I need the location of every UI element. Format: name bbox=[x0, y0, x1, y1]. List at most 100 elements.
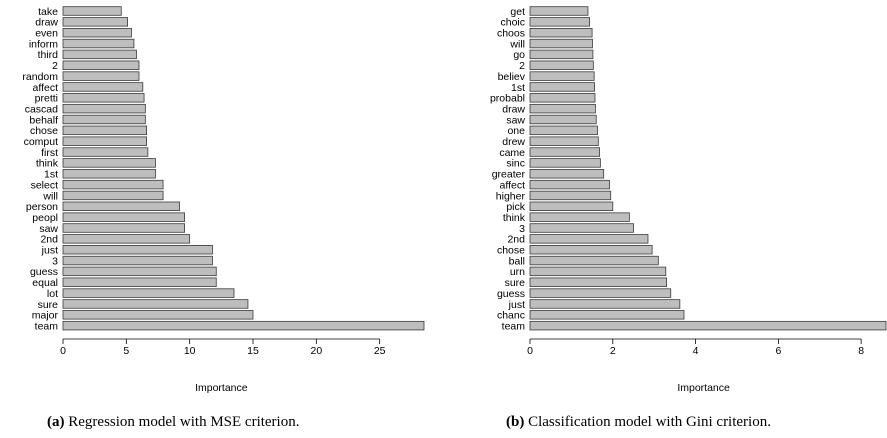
caption-b: (b) Classification model with Gini crite… bbox=[506, 414, 771, 431]
category-label: think bbox=[36, 158, 59, 170]
category-label: 2 bbox=[52, 60, 58, 72]
category-label: 3 bbox=[519, 223, 525, 235]
bar-draw bbox=[62, 17, 128, 27]
category-label: drew bbox=[502, 136, 525, 148]
bar-sure bbox=[529, 277, 668, 287]
bar-3 bbox=[529, 223, 634, 233]
category-label: affect bbox=[33, 82, 59, 94]
category-label: saw bbox=[506, 114, 525, 126]
x-tick-label: 10 bbox=[184, 345, 196, 357]
category-label: get bbox=[510, 6, 525, 18]
bar-2nd bbox=[62, 234, 191, 244]
bar-inform bbox=[62, 38, 135, 49]
category-label: sure bbox=[38, 299, 59, 311]
bar-2 bbox=[529, 60, 594, 70]
bar-drew bbox=[529, 136, 599, 146]
bar-urn bbox=[529, 266, 667, 277]
category-label: draw bbox=[35, 17, 58, 29]
category-label: affect bbox=[500, 179, 526, 191]
category-label: believ bbox=[498, 71, 526, 83]
category-label: choos bbox=[497, 28, 525, 40]
category-label: lot bbox=[47, 288, 58, 300]
category-label: random bbox=[22, 71, 58, 83]
category-label: third bbox=[38, 49, 59, 61]
bar-choic bbox=[529, 17, 591, 27]
bar-go bbox=[529, 49, 594, 60]
bar-equal bbox=[62, 277, 217, 287]
category-label: came bbox=[499, 147, 525, 159]
bar-probabl bbox=[529, 93, 596, 103]
bar-peopl bbox=[62, 212, 185, 222]
bar-sinc bbox=[529, 158, 601, 168]
category-label: chose bbox=[30, 125, 58, 137]
category-label: choic bbox=[500, 17, 525, 29]
category-label: guess bbox=[30, 266, 58, 278]
category-label: saw bbox=[39, 223, 58, 235]
category-label: pick bbox=[506, 201, 525, 213]
bar-team bbox=[529, 320, 887, 331]
bar-draw bbox=[529, 103, 596, 114]
bar-take bbox=[62, 6, 122, 16]
caption-b-label: (b) bbox=[506, 414, 525, 430]
bar-pretti bbox=[62, 93, 145, 103]
x-tick-label: 20 bbox=[310, 345, 322, 357]
x-tick-label: 8 bbox=[858, 345, 864, 357]
category-label: sure bbox=[505, 277, 526, 289]
category-label: first bbox=[41, 147, 58, 159]
bar-first bbox=[62, 147, 149, 157]
bar-1st bbox=[62, 169, 156, 179]
category-label: greater bbox=[492, 169, 526, 181]
bar-select bbox=[62, 179, 164, 190]
bar-comput bbox=[62, 136, 147, 146]
x-tick-label: 0 bbox=[60, 345, 66, 357]
category-label: take bbox=[38, 6, 58, 18]
bar-3 bbox=[62, 255, 213, 266]
x-tick-label: 5 bbox=[123, 345, 129, 357]
bar-one bbox=[529, 125, 598, 136]
bar-will bbox=[529, 38, 593, 49]
bar-team bbox=[62, 320, 425, 331]
category-label: 3 bbox=[52, 255, 58, 267]
caption-a-text: Regression model with MSE criterion. bbox=[68, 414, 300, 430]
bar-greater bbox=[529, 169, 605, 179]
bar-think bbox=[62, 158, 156, 168]
category-label: 1st bbox=[511, 82, 525, 94]
bar-think bbox=[529, 212, 630, 222]
caption-a-label: (a) bbox=[47, 414, 65, 430]
bar-saw bbox=[529, 114, 597, 125]
category-label: ball bbox=[509, 255, 525, 267]
panel-a-regression: takedraweveninformthird2randomaffectpret… bbox=[22, 6, 425, 394]
category-label: person bbox=[26, 201, 58, 213]
bar-chanc bbox=[529, 310, 685, 320]
category-label: 2nd bbox=[507, 234, 525, 246]
bar-person bbox=[62, 201, 180, 212]
category-label: just bbox=[508, 299, 525, 311]
x-tick-label: 25 bbox=[374, 345, 386, 357]
category-label: urn bbox=[510, 266, 525, 278]
bar-just bbox=[529, 299, 681, 309]
category-label: just bbox=[41, 245, 58, 257]
bar-2 bbox=[62, 60, 140, 70]
bar-ball bbox=[529, 255, 659, 266]
category-label: guess bbox=[497, 288, 525, 300]
bar-came bbox=[529, 147, 600, 157]
bar-believ bbox=[529, 71, 595, 81]
x-axis-title: Importance bbox=[677, 382, 730, 394]
category-label: even bbox=[35, 28, 58, 40]
x-tick-label: 15 bbox=[247, 345, 259, 357]
bar-get bbox=[529, 6, 589, 16]
category-label: team bbox=[35, 320, 59, 332]
x-tick-label: 6 bbox=[775, 345, 781, 357]
category-label: peopl bbox=[32, 212, 58, 224]
bar-guess bbox=[529, 288, 672, 298]
category-label: one bbox=[507, 125, 525, 137]
bar-affect bbox=[62, 82, 144, 92]
category-label: comput bbox=[24, 136, 59, 148]
category-label: behalf bbox=[29, 114, 58, 126]
bar-sure bbox=[62, 299, 249, 309]
category-label: team bbox=[502, 320, 526, 332]
bar-1st bbox=[529, 82, 595, 92]
bar-major bbox=[62, 310, 254, 320]
bar-choos bbox=[529, 27, 593, 38]
